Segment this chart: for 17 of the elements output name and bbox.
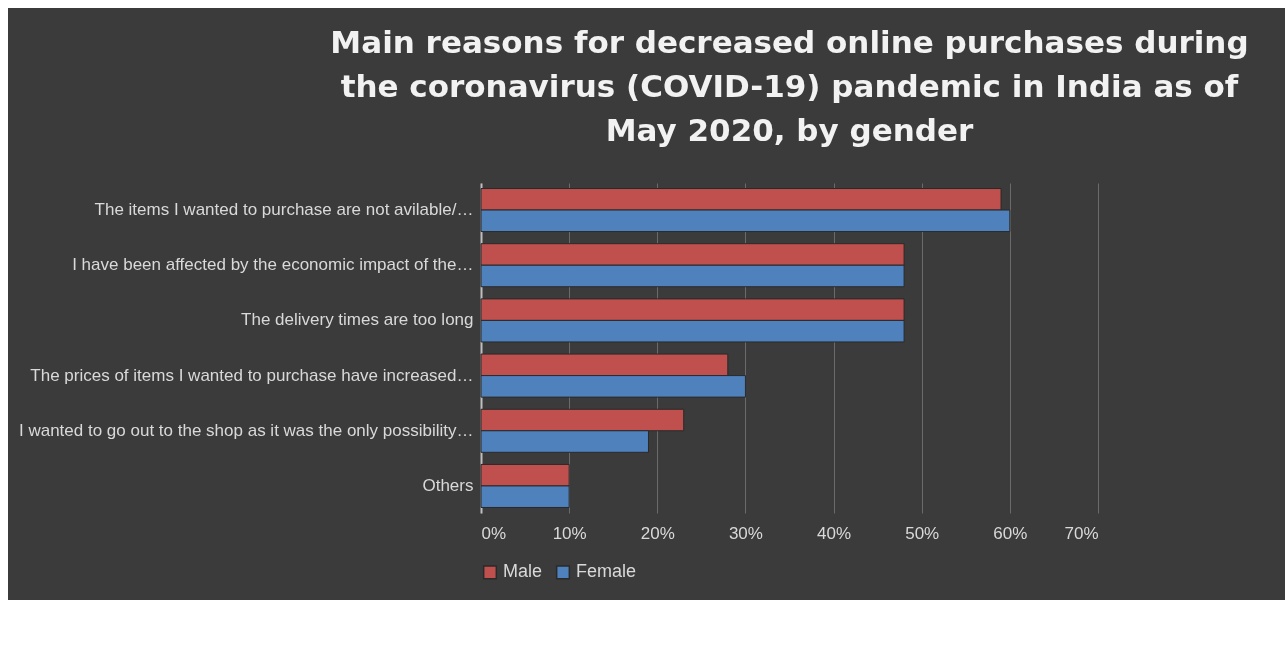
chart-title: Main reasons for decreased online purchases during the coronavirus (COVID-19) pandemic in India as of May 2020, by gender (330, 24, 1249, 148)
y-tick-label: The delivery times are too long (241, 310, 474, 330)
y-tick-label: I have been affected by the economic impact of the… (72, 255, 474, 275)
x-tick-label: 40% (817, 523, 852, 543)
x-tick-label: 70% (1064, 523, 1099, 543)
y-tick-label: The items I wanted to purchase are not avilable/… (94, 200, 474, 220)
legend-label: Female (576, 561, 637, 582)
y-tick-label: I wanted to go out to the shop as it was the only possibility… (18, 420, 474, 440)
x-tick-label: 30% (728, 523, 763, 543)
x-tick-label: 50% (905, 523, 940, 543)
x-tick-label: 60% (993, 523, 1028, 543)
y-tick-label: The prices of items I wanted to purchase have increased… (30, 365, 474, 385)
legend-label: Male (503, 561, 543, 582)
x-tick-label: 20% (640, 523, 675, 543)
x-tick-label: 0% (481, 523, 507, 543)
y-tick-label: Others (422, 475, 474, 495)
x-tick-label: 10% (552, 523, 587, 543)
